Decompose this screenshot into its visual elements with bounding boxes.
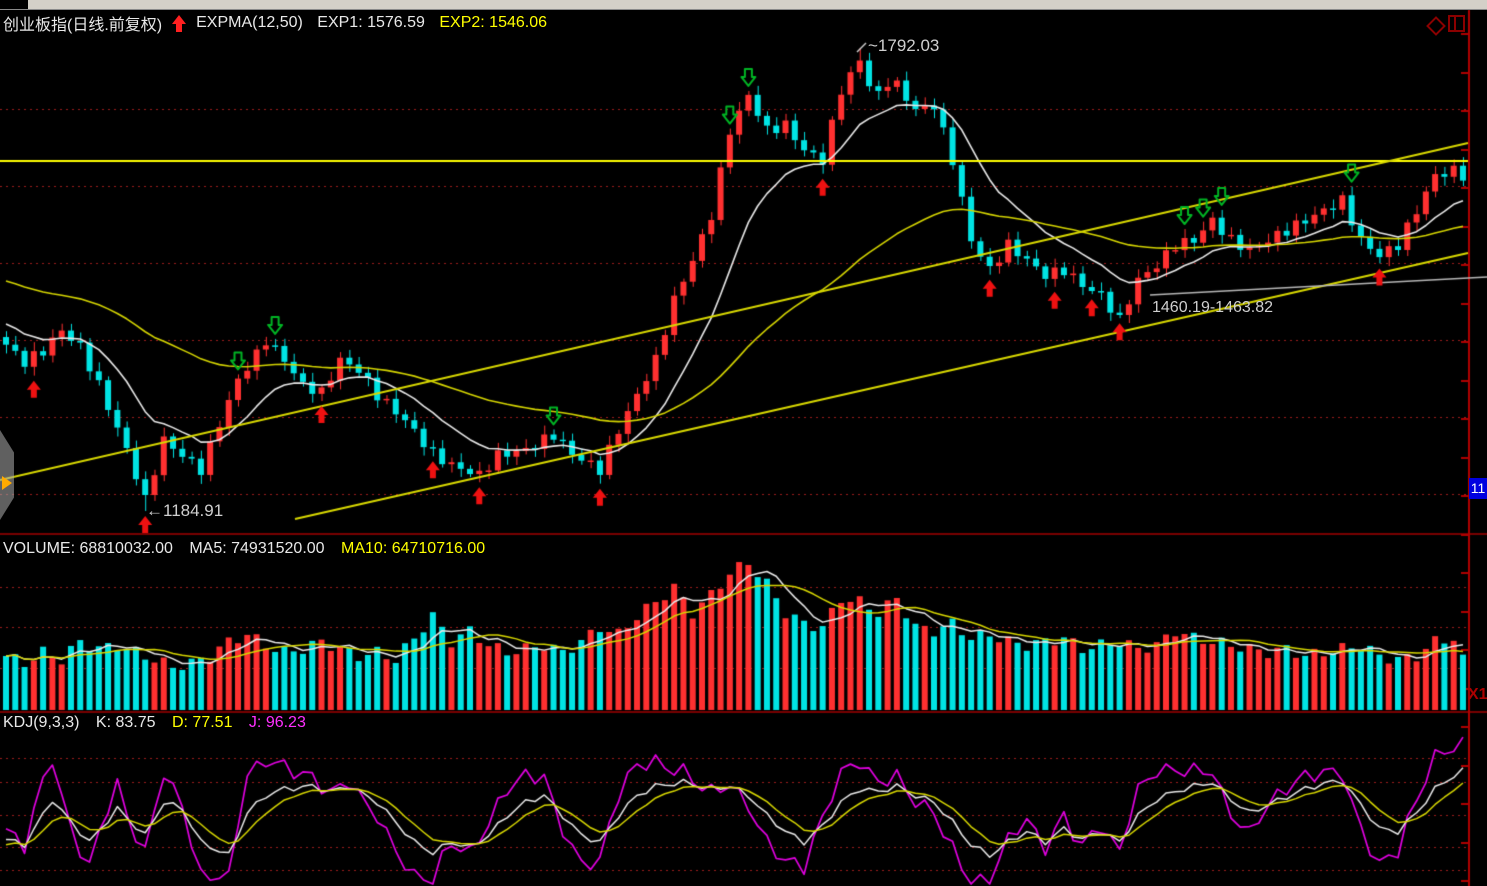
price-pane-header: 创业板指(日线.前复权) EXPMA(12,50) EXP1: 1576.59 E… [3, 11, 557, 35]
window-top-edge [0, 0, 1487, 10]
kdj-indicator-name[interactable]: KDJ(9,3,3) [3, 714, 80, 731]
indicator-name[interactable]: EXPMA(12,50) [196, 14, 303, 31]
volume-pane-header: VOLUME: 68810032.00 MA5: 74931520.00 MA1… [3, 540, 497, 558]
kdj-k-value: K: 83.75 [95, 714, 156, 731]
exp2-value: EXP2: 1546.06 [439, 14, 548, 31]
instrument-title: 创业板指(日线.前复权) [3, 17, 163, 34]
expand-arrow-icon [2, 476, 12, 490]
kdj-pane-header: KDJ(9,3,3) K: 83.75 D: 77.51 J: 96.23 [3, 714, 318, 732]
low-price-annotation: ←1184.91 [146, 501, 224, 520]
kdj-d-value: D: 77.51 [171, 714, 233, 731]
exp1-value: EXP1: 1576.59 [317, 14, 425, 31]
gap-range-annotation: 1460.19-1463.82 [1152, 299, 1273, 316]
volume-ma5-value: MA5: 74931520.00 [189, 540, 325, 557]
x1-scale-label[interactable]: X1 [1468, 686, 1487, 703]
count-badge: 11 [1469, 478, 1487, 499]
window-top-notch [0, 0, 28, 9]
volume-value[interactable]: VOLUME: 68810032.00 [3, 540, 173, 557]
high-price-annotation: ~1792.03 [868, 36, 940, 55]
kdj-j-value: J: 96.23 [248, 714, 306, 731]
window-split-icon[interactable] [1448, 15, 1465, 32]
up-arrow-icon [172, 14, 187, 32]
left-panel-handle[interactable] [0, 430, 14, 520]
volume-ma10-value: MA10: 64710716.00 [341, 540, 486, 557]
